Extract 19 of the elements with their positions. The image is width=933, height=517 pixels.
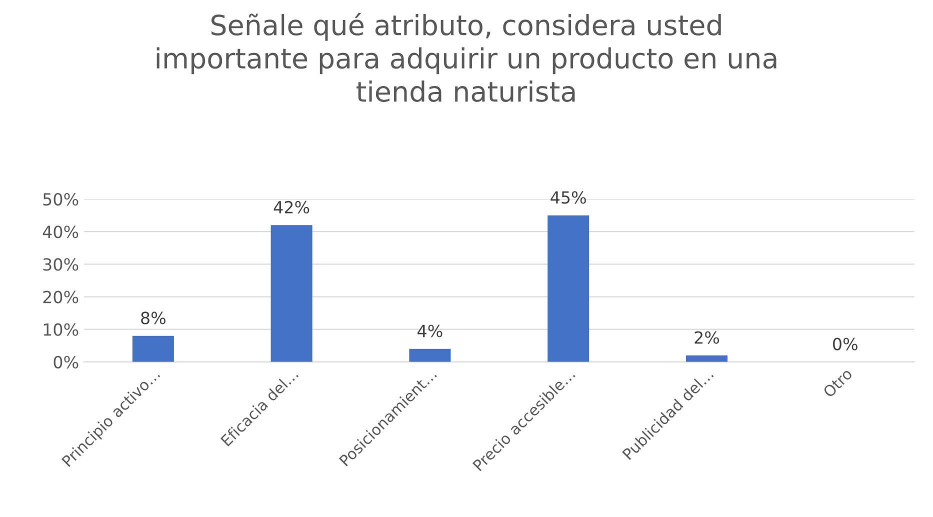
bar — [686, 355, 728, 362]
data-label: 45% — [550, 191, 586, 204]
data-label: 4% — [418, 324, 442, 338]
bar — [548, 215, 590, 362]
y-tick-label: 30% — [43, 258, 78, 271]
y-tick-label: 40% — [42, 226, 78, 238]
data-label: 8% — [141, 312, 166, 324]
chart-title: Señale qué atributo, considera usted importante para adquirir un producto en una tienda naturista — [156, 12, 776, 102]
bar — [132, 336, 174, 362]
bar — [409, 348, 451, 362]
x-tick-label: Otro — [822, 368, 853, 398]
data-label: 0% — [833, 338, 858, 350]
y-tick-label: 10% — [44, 323, 78, 336]
y-tick-label: 0% — [54, 356, 78, 368]
bar — [270, 225, 312, 362]
data-label: 2% — [694, 331, 720, 344]
y-tick-label: 50% — [43, 193, 78, 206]
data-label: 42% — [274, 200, 310, 214]
y-tick-label: 20% — [43, 290, 78, 304]
